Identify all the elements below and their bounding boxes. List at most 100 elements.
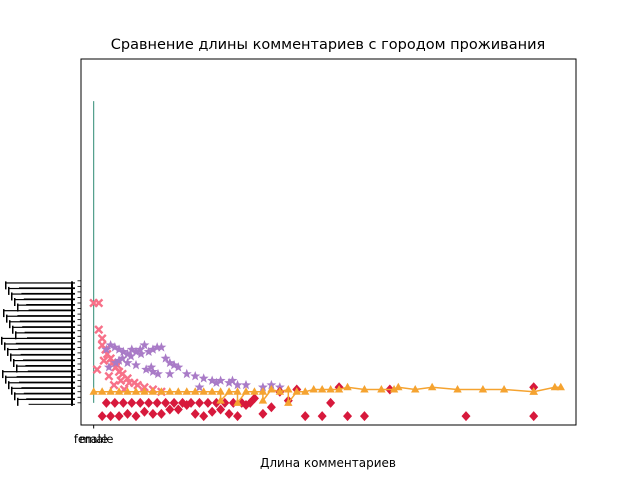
- chart-title: Сравнение длины комментариев с городом п…: [111, 37, 545, 53]
- data-point: [326, 385, 335, 393]
- y-tick-label-stroke: [71, 298, 73, 306]
- data-point: [241, 379, 251, 390]
- data-point: [215, 375, 226, 385]
- y-axis-ticks: [1, 280, 81, 406]
- data-point: [160, 353, 171, 363]
- data-point: [106, 411, 116, 422]
- y-tick-label-stroke: [1, 337, 75, 340]
- data-point: [267, 385, 276, 393]
- y-tick-label-stroke: [5, 376, 75, 378]
- data-point: [122, 357, 133, 368]
- data-point: [224, 408, 234, 419]
- y-tick-label-stroke: [13, 360, 75, 362]
- data-point: [241, 387, 251, 395]
- data-point: [104, 371, 114, 381]
- data-point: [97, 333, 107, 343]
- data-point: [411, 385, 420, 393]
- y-tick-label-stroke: [2, 370, 4, 379]
- series-2: [101, 339, 285, 392]
- y-tick-label-stroke: [71, 392, 73, 401]
- data-point: [216, 404, 226, 415]
- data-point: [135, 344, 146, 354]
- x-axis-label: Длина комментариев: [260, 456, 396, 470]
- data-point: [109, 380, 119, 390]
- y-tick-label-stroke: [23, 359, 75, 361]
- y-tick-label-stroke: [4, 343, 75, 345]
- data-point: [190, 371, 201, 381]
- y-tick-label-stroke: [10, 353, 12, 362]
- data-point: [266, 402, 276, 413]
- data-point: [198, 373, 209, 383]
- data-point: [147, 344, 158, 354]
- y-tick-label-stroke: [17, 303, 19, 312]
- y-tick-label-stroke: [71, 303, 73, 312]
- y-tick-label-stroke: [3, 310, 75, 312]
- y-tick-label-stroke: [14, 393, 75, 395]
- data-point: [101, 397, 111, 408]
- series-4: [89, 382, 565, 406]
- y-tick-label-stroke: [8, 287, 75, 290]
- y-tick-label-stroke: [26, 304, 75, 305]
- data-point: [169, 359, 180, 370]
- y-tick-label-stroke: [71, 309, 73, 318]
- data-point: [117, 353, 128, 363]
- data-point: [94, 298, 104, 308]
- data-point: [148, 387, 158, 395]
- data-point: [334, 385, 344, 393]
- y-tick-label-stroke: [11, 293, 75, 295]
- data-point: [216, 387, 225, 395]
- y-tick-label-stroke: [71, 314, 73, 323]
- y-tick-label-stroke: [24, 331, 76, 333]
- data-point: [139, 406, 149, 417]
- y-tick-label-stroke: [17, 315, 75, 317]
- data-point: [233, 398, 242, 406]
- data-point: [529, 411, 539, 422]
- y-tick-label-stroke: [6, 315, 75, 317]
- y-tick-label-stroke: [71, 347, 73, 356]
- data-point: [359, 411, 369, 422]
- y-tick-label-stroke: [17, 304, 75, 306]
- y-tick-label-stroke: [15, 342, 76, 344]
- data-point: [182, 387, 191, 395]
- data-point: [131, 346, 141, 357]
- data-point: [169, 397, 179, 408]
- y-tick-label-stroke: [71, 353, 73, 362]
- data-point: [258, 408, 268, 419]
- data-point: [257, 382, 268, 392]
- data-point: [173, 362, 184, 372]
- data-point: [207, 375, 218, 385]
- data-point: [110, 397, 120, 408]
- data-point: [233, 411, 243, 422]
- data-point: [301, 387, 310, 395]
- data-point: [146, 362, 157, 372]
- y-tick-label-stroke: [71, 336, 73, 345]
- data-point: [191, 387, 200, 395]
- data-point: [190, 408, 200, 419]
- data-point: [101, 344, 112, 354]
- data-point: [147, 366, 158, 376]
- y-tick-label-stroke: [8, 382, 75, 384]
- data-point: [136, 348, 147, 359]
- data-point: [427, 382, 437, 391]
- y-tick-label-stroke: [25, 365, 75, 366]
- y-tick-label-stroke: [19, 381, 75, 383]
- y-tick-label-stroke: [26, 398, 75, 400]
- data-point: [292, 387, 301, 395]
- y-tick-label-stroke: [8, 286, 10, 295]
- data-point: [124, 378, 134, 388]
- data-point: [131, 387, 141, 395]
- y-tick-label-stroke: [21, 292, 75, 294]
- y-tick-label-stroke: [17, 397, 19, 406]
- data-point: [233, 387, 242, 395]
- data-point: [114, 355, 125, 365]
- data-point: [245, 397, 255, 408]
- y-tick-label-stroke: [28, 309, 76, 311]
- y-tick-label-stroke: [13, 359, 15, 367]
- data-point: [178, 397, 188, 408]
- y-tick-label-stroke: [5, 375, 7, 384]
- data-point: [110, 357, 121, 368]
- data-point: [157, 387, 166, 395]
- data-point: [232, 379, 243, 390]
- data-point: [164, 368, 175, 379]
